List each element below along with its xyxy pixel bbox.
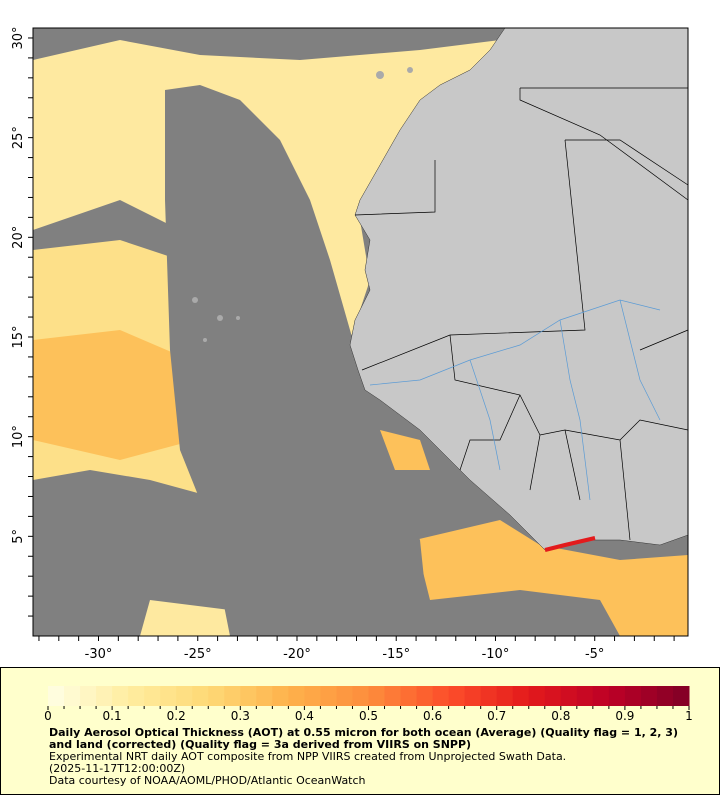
colorbar-segment [48, 686, 65, 706]
rivers [369, 299, 661, 501]
lon-tick-label: -30° [85, 647, 113, 662]
colorbar-segment [512, 686, 530, 706]
colorbar-segment [96, 686, 113, 706]
colorbar-segment [144, 686, 161, 706]
country-borders [354, 87, 689, 541]
colorbar-segment [608, 686, 626, 706]
lon-tick-label: -10° [482, 647, 510, 662]
lat-tick-label: 30° [11, 26, 26, 49]
colorbar-segment [544, 686, 562, 706]
colorbar-segment [208, 686, 225, 706]
colorbar-segment [560, 686, 578, 706]
plot-frame [32, 27, 689, 637]
lat-tick-label: 15° [11, 325, 26, 348]
colorbar-tick-label: 0.3 [231, 709, 250, 723]
colorbar-tick-label: 0.2 [167, 709, 186, 723]
colorbar-tick-label: 0.7 [487, 709, 506, 723]
lat-tick-label: 5° [11, 529, 26, 544]
colorbar-segment [672, 686, 690, 706]
colorbar-segment [256, 686, 273, 706]
colorbar-segment [400, 686, 418, 706]
colorbar-segment [624, 686, 642, 706]
colorbar-segment [272, 686, 289, 706]
colorbar-tick-label: 0.6 [423, 709, 442, 723]
colorbar-segment [592, 686, 610, 706]
colorbar-tick-label: 0 [44, 709, 52, 723]
lon-tick-label: -5° [585, 647, 604, 662]
colorbar-segment [80, 686, 97, 706]
lat-tick-label: 25° [11, 126, 26, 149]
colorbar-tick-label: 0.8 [551, 709, 570, 723]
colorbar-segment [528, 686, 546, 706]
colorbar-segment [320, 686, 337, 706]
lon-tick-label: -15° [382, 647, 410, 662]
lon-tick-label: -25° [184, 647, 212, 662]
colorbar-tick-label: 0.9 [615, 709, 634, 723]
aot-map: 30° 25° 20° 15° 10° 5° -30° -25° -20° -15° -10° -5… [11, 26, 689, 662]
colorbar-segment [304, 686, 321, 706]
colorbar: 0 0.1 0.2 0.3 0.4 0.5 0.6 0.7 0.8 0.9 1 [44, 686, 693, 723]
colorbar-segment [448, 686, 466, 706]
colorbar-segment [480, 686, 498, 706]
colorbar-segment [656, 686, 674, 706]
colorbar-tick-label: 0.1 [103, 709, 122, 723]
colorbar-segment [576, 686, 594, 706]
colorbar-segment [432, 686, 450, 706]
colorbar-segment [288, 686, 305, 706]
colorbar-tick-label: 1 [685, 709, 693, 723]
colorbar-segment [160, 686, 177, 706]
colorbar-segment [496, 686, 514, 706]
map-plot-area [32, 27, 689, 637]
swath-gap [165, 85, 430, 636]
colorbar-segment [224, 686, 241, 706]
colorbar-tick-label: 0.5 [359, 709, 378, 723]
lat-tick-label: 10° [11, 425, 26, 448]
colorbar-segment [416, 686, 434, 706]
legend-panel: 0 0.1 0.2 0.3 0.4 0.5 0.6 0.7 0.8 0.9 1 Daily Aero… [0, 667, 720, 795]
legend-credit: Data courtesy of NOAA/AOML/PHOD/Atlantic… [49, 774, 366, 787]
colorbar-segment [384, 686, 402, 706]
colorbar-segment [368, 686, 386, 706]
colorbar-segment [128, 686, 145, 706]
colorbar-segment [64, 686, 81, 706]
colorbar-segment [112, 686, 129, 706]
islands [192, 67, 413, 342]
legend-description: Experimental NRT daily AOT composite fro… [49, 750, 567, 763]
colorbar-segment [640, 686, 658, 706]
colorbar-segment [336, 686, 353, 706]
longitude-axis: -30° -25° -20° -15° -10° -5° [38, 636, 675, 662]
colorbar-segment [192, 686, 209, 706]
colorbar-segment [240, 686, 257, 706]
legend-title: Daily Aerosol Optical Thickness (AOT) at… [49, 726, 678, 751]
colorbar-segment [352, 686, 369, 706]
legend-date: (2025-11-17T12:00:00Z) [49, 762, 186, 775]
high-aot-coastal-band [544, 536, 596, 552]
latitude-axis: 30° 25° 20° 15° 10° 5° [11, 26, 33, 617]
colorbar-segment [176, 686, 193, 706]
lon-tick-label: -20° [283, 647, 311, 662]
colorbar-tick-label: 0.4 [295, 709, 314, 723]
lat-tick-label: 20° [11, 226, 26, 249]
colorbar-segment [464, 686, 482, 706]
